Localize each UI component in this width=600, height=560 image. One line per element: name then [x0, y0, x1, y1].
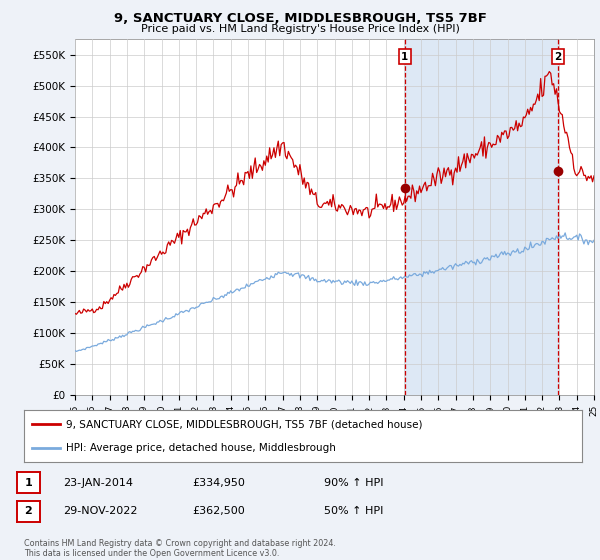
Text: £334,950: £334,950 — [192, 478, 245, 488]
Text: 50% ↑ HPI: 50% ↑ HPI — [324, 506, 383, 516]
Text: Price paid vs. HM Land Registry's House Price Index (HPI): Price paid vs. HM Land Registry's House … — [140, 24, 460, 34]
Text: 29-NOV-2022: 29-NOV-2022 — [63, 506, 137, 516]
Text: HPI: Average price, detached house, Middlesbrough: HPI: Average price, detached house, Midd… — [66, 443, 336, 453]
Text: 2: 2 — [25, 506, 32, 516]
Text: 9, SANCTUARY CLOSE, MIDDLESBROUGH, TS5 7BF (detached house): 9, SANCTUARY CLOSE, MIDDLESBROUGH, TS5 7… — [66, 419, 422, 430]
Bar — [405, 39, 558, 395]
Text: Contains HM Land Registry data © Crown copyright and database right 2024.
This d: Contains HM Land Registry data © Crown c… — [24, 539, 336, 558]
Text: 2: 2 — [554, 52, 562, 62]
Text: 1: 1 — [401, 52, 409, 62]
Text: 1: 1 — [25, 478, 32, 488]
Text: 90% ↑ HPI: 90% ↑ HPI — [324, 478, 383, 488]
Text: £362,500: £362,500 — [192, 506, 245, 516]
Text: 23-JAN-2014: 23-JAN-2014 — [63, 478, 133, 488]
Text: 9, SANCTUARY CLOSE, MIDDLESBROUGH, TS5 7BF: 9, SANCTUARY CLOSE, MIDDLESBROUGH, TS5 7… — [113, 12, 487, 25]
